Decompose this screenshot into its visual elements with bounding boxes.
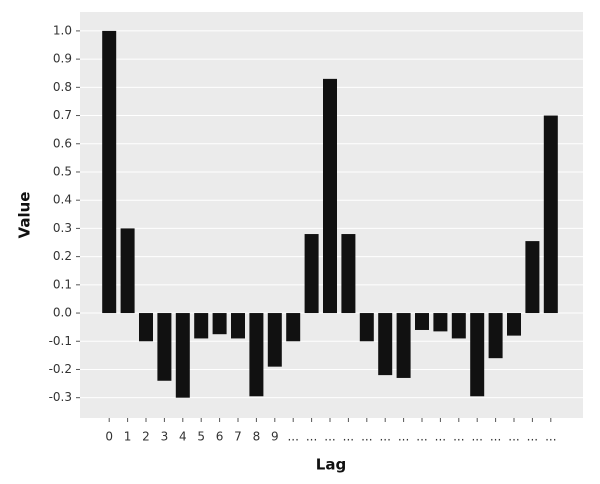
- x-tick-label: ...: [490, 430, 501, 444]
- y-tick-label: -0.1: [49, 334, 72, 348]
- x-tick-label: ...: [287, 430, 298, 444]
- bar: [231, 313, 245, 339]
- bar: [194, 313, 209, 339]
- x-axis-title: Lag: [316, 456, 346, 474]
- bar: [341, 234, 356, 314]
- bar: [102, 30, 117, 314]
- bar: [470, 313, 485, 397]
- y-tick-label: 0.2: [53, 249, 72, 263]
- bar: [120, 228, 135, 314]
- x-tick-label: ...: [453, 430, 464, 444]
- x-tick-label: 6: [216, 430, 224, 444]
- x-tick-label: ...: [379, 430, 390, 444]
- x-tick-label: 8: [253, 430, 261, 444]
- y-tick-label: 0.3: [53, 221, 72, 235]
- x-tick-label: 3: [161, 430, 169, 444]
- x-tick-label: ...: [306, 430, 317, 444]
- x-tick-label: 9: [271, 430, 279, 444]
- bar: [433, 313, 448, 332]
- bar: [525, 241, 540, 314]
- bar: [286, 313, 301, 342]
- bar: [359, 313, 374, 342]
- bar: [451, 313, 466, 339]
- bar: [267, 313, 282, 367]
- x-tick-label: 0: [105, 430, 113, 444]
- x-tick-label: ...: [324, 430, 335, 444]
- x-tick-label: ...: [416, 430, 427, 444]
- y-tick-label: 0.1: [53, 277, 72, 291]
- x-tick-label: ...: [508, 430, 519, 444]
- y-tick-label: 1.0: [53, 23, 72, 37]
- x-tick-label: 4: [179, 430, 187, 444]
- x-tick-label: ...: [527, 430, 538, 444]
- x-tick-label: 1: [124, 430, 132, 444]
- bar: [396, 313, 411, 378]
- bar: [323, 78, 337, 314]
- y-tick-label: 0.7: [53, 108, 72, 122]
- y-tick-label: -0.3: [49, 390, 72, 404]
- bar: [249, 313, 264, 397]
- bar: [488, 313, 503, 359]
- bar: [378, 313, 393, 376]
- x-tick-label: ...: [343, 430, 354, 444]
- bar: [139, 313, 153, 342]
- y-tick-label: 0.9: [53, 52, 72, 66]
- y-tick-label: 0.5: [53, 164, 72, 178]
- x-tick-label: ...: [361, 430, 372, 444]
- y-tick-label: 0.4: [53, 193, 72, 207]
- x-tick-label: ...: [545, 430, 556, 444]
- x-tick-label: 5: [197, 430, 205, 444]
- y-tick-label: 0.0: [53, 306, 72, 320]
- bar: [175, 313, 190, 398]
- y-tick-label: -0.2: [49, 362, 72, 376]
- x-tick-label: ...: [435, 430, 446, 444]
- x-tick-label: ...: [471, 430, 482, 444]
- bar: [157, 313, 172, 381]
- y-axis-title: Value: [16, 192, 34, 239]
- x-tick-label: 7: [234, 430, 242, 444]
- x-tick-label: 2: [142, 430, 150, 444]
- y-tick-label: 0.6: [53, 136, 72, 150]
- bar: [543, 115, 558, 314]
- bar: [507, 313, 521, 336]
- bar: [304, 234, 319, 314]
- x-tick-label: ...: [398, 430, 409, 444]
- y-tick-label: 0.8: [53, 80, 72, 94]
- bar: [212, 313, 227, 335]
- bar: [415, 313, 429, 330]
